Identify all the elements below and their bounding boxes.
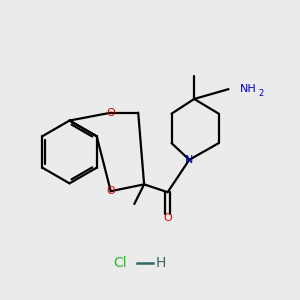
Text: O: O	[106, 186, 115, 196]
Text: N: N	[185, 155, 194, 165]
Text: O: O	[106, 108, 115, 118]
Text: O: O	[163, 213, 172, 223]
Text: 2: 2	[258, 88, 263, 98]
Text: Cl: Cl	[114, 256, 128, 270]
Text: H: H	[156, 256, 166, 270]
Text: NH: NH	[240, 84, 257, 94]
